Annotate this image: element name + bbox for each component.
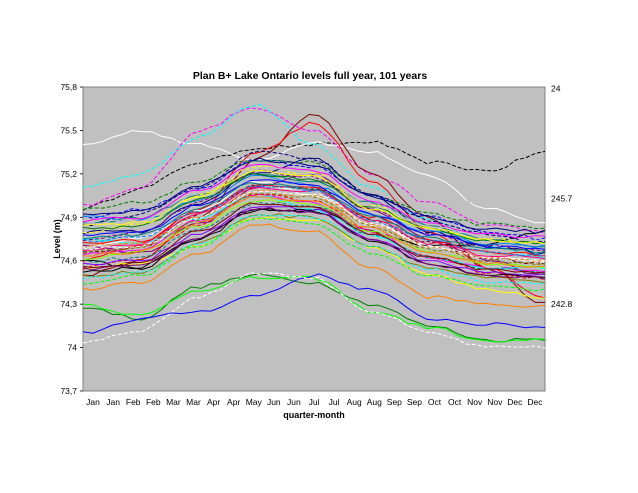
y-tick-label: 74,6: [60, 256, 77, 266]
x-tick-label: Nov: [467, 397, 483, 407]
series-line: [82, 193, 546, 273]
series-line: [82, 185, 546, 258]
series-line: [83, 273, 546, 343]
series-line: [82, 169, 546, 252]
x-tick-label: May: [246, 397, 263, 407]
x-tick-label: Sep: [387, 397, 402, 407]
series-line: [82, 207, 546, 280]
series-line: [82, 163, 546, 239]
series-line: [82, 223, 546, 308]
y-tick-label: 75,2: [60, 169, 77, 179]
series-line: [82, 217, 546, 292]
series-line: [82, 167, 546, 242]
series-line: [82, 172, 545, 248]
series-line: [82, 182, 546, 254]
series-line: [82, 172, 546, 245]
x-tick-label: Dec: [507, 397, 523, 407]
series-line: [82, 189, 546, 263]
series-line: [82, 273, 546, 334]
x-tick-label: Jun: [287, 397, 301, 407]
series-line: [82, 206, 546, 276]
x-tick-label: Oct: [428, 397, 442, 407]
right-annotation: 24: [551, 83, 561, 93]
x-tick-label: Jul: [329, 397, 340, 407]
x-tick-label: Apr: [207, 397, 220, 407]
series-line: [82, 169, 546, 245]
series-line: [82, 272, 546, 349]
x-tick-label: Oct: [448, 397, 462, 407]
x-tick-label: Sep: [407, 397, 422, 407]
x-tick-label: Mar: [166, 397, 181, 407]
series-line: [82, 104, 546, 259]
series-line: [82, 275, 546, 343]
x-tick-label: Aug: [347, 397, 362, 407]
x-axis-label: quarter-month: [283, 410, 345, 420]
y-tick-label: 74,3: [60, 299, 77, 309]
series-line: [82, 114, 546, 217]
series-line: [82, 157, 546, 234]
chart-title: Plan B+ Lake Ontario levels full year, 1…: [193, 70, 427, 82]
series-line: [82, 179, 546, 250]
series-line: [82, 160, 546, 230]
x-tick-label: Mar: [186, 397, 201, 407]
y-tick-label: 73,7: [60, 386, 77, 396]
x-tick-label: Jun: [267, 397, 281, 407]
x-tick-label: Jan: [106, 397, 120, 407]
right-annotations: 24 245.7 242.8: [551, 83, 573, 309]
x-tick-label: Apr: [227, 397, 240, 407]
series-layer: [82, 104, 546, 349]
series-line: [82, 150, 546, 244]
x-tick-label: Aug: [367, 397, 382, 407]
series-line: [82, 202, 546, 274]
series-line: [82, 107, 546, 234]
series-line: [82, 196, 546, 268]
y-tick-label: 75,8: [60, 82, 77, 92]
x-tick-label: Dec: [527, 397, 543, 407]
right-annotation: 242.8: [551, 299, 573, 309]
y-axis: 75,8 75.5 75,2 74,9 74,6 74,3 74 73,7: [60, 82, 83, 396]
right-annotation: 245.7: [551, 193, 573, 203]
x-tick-label: Feb: [146, 397, 161, 407]
x-axis: Jan Jan Feb Feb Mar Mar Apr Apr May Jun Jun Jul Jul A…: [86, 397, 543, 407]
y-tick-label: 74,9: [60, 212, 77, 222]
series-line: [82, 190, 546, 263]
x-tick-label: Jan: [86, 397, 100, 407]
x-tick-label: Jul: [309, 397, 320, 407]
x-tick-label: Feb: [126, 397, 141, 407]
y-axis-label: Level (m): [52, 219, 62, 259]
y-tick-label: 74: [68, 343, 78, 353]
series-line: [82, 214, 546, 285]
y-tick-label: 75.5: [60, 125, 77, 135]
x-tick-label: Nov: [487, 397, 503, 407]
